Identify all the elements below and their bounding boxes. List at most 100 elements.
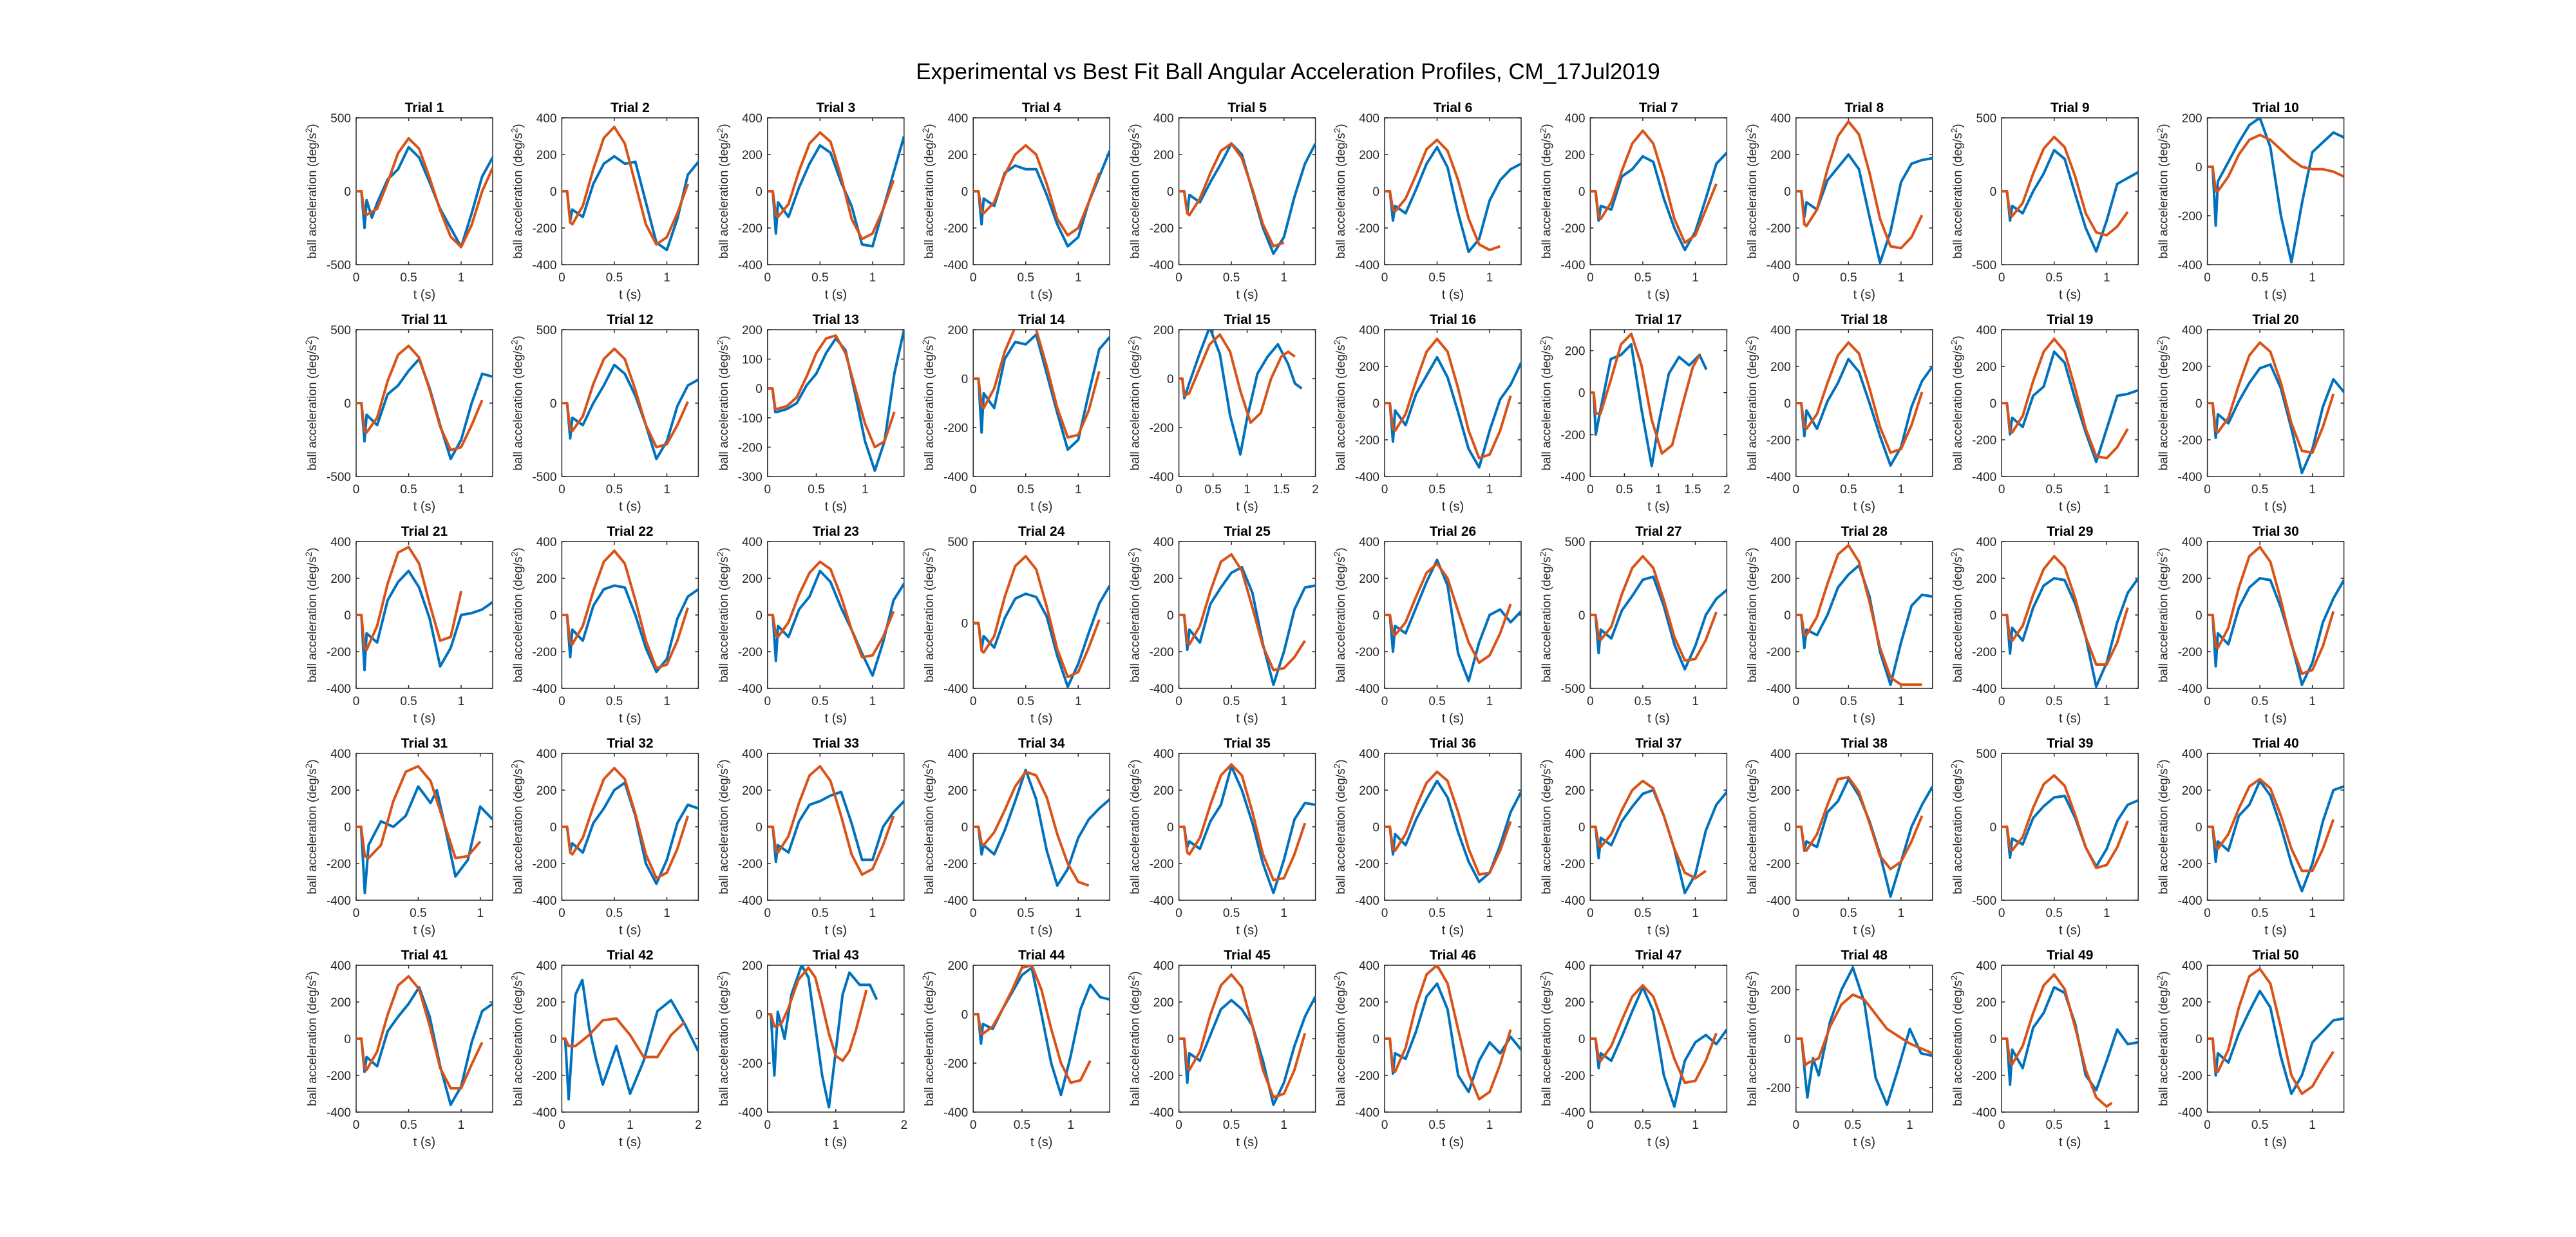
y-axis-label: ball acceleration (deg/s2) (1126, 759, 1142, 894)
axes-box (1589, 753, 1728, 901)
y-tick-label: -400 (1766, 471, 1791, 484)
x-tick-label: 1 (1906, 1119, 1913, 1132)
y-tick-label: -200 (1150, 646, 1174, 659)
subplot-trial-43: 0 1 2 -400 -200 0 200 Trial 43 t (s) ball acceler… (715, 948, 907, 1149)
axes-box (1589, 117, 1728, 265)
subplot-trial-20: 0 0.5 1 -400 -200 0 200 400 Trial 20 t (s) ball ac… (2155, 312, 2345, 514)
x-tick-label: 1 (1486, 695, 1493, 708)
y-tick-label: -200 (738, 222, 762, 236)
y-tick-label: 200 (2182, 996, 2202, 1010)
x-tick-label: 1 (2103, 695, 2110, 708)
subplot-trial-34: 0 0.5 1 -400 -200 0 200 400 Trial 34 t (s) ball ac… (920, 736, 1110, 938)
y-tick-label: -400 (1766, 259, 1791, 272)
y-tick-label: 400 (1770, 536, 1791, 549)
y-axis-label: ball acceleration (deg/s2) (715, 547, 731, 683)
x-tick-label: 0 (1381, 907, 1388, 920)
y-tick-label: 200 (1770, 361, 1791, 374)
y-tick-label: 400 (1359, 112, 1379, 126)
subplot-trial-7: 0 0.5 1 -400 -200 0 200 400 Trial 7 t (s) ball acc… (1537, 100, 1728, 302)
x-axis-label: t (s) (1647, 500, 1669, 514)
y-tick-label: 200 (536, 784, 557, 798)
experimental-line (2207, 577, 2344, 686)
axes-box (972, 541, 1110, 689)
axes-box (1178, 965, 1316, 1113)
subplot-title: Trial 2 (611, 100, 650, 115)
y-tick-label: -200 (2178, 210, 2202, 223)
y-axis-label: ball acceleration (deg/s2) (1743, 759, 1759, 894)
x-tick-label: 1 (1655, 483, 1662, 496)
x-tick-label: 2 (1312, 483, 1319, 496)
subplot-trial-2: 0 0.5 1 -400 -200 0 200 400 Trial 2 t (s) ball acc… (509, 100, 699, 302)
y-axis-label: ball acceleration (deg/s2) (303, 124, 319, 259)
x-tick-label: 0.5 (811, 271, 828, 285)
subplot-trial-44: 0 0.5 1 -400 -200 0 200 Trial 44 t (s) ball accel… (920, 948, 1110, 1149)
axes-box (767, 117, 905, 265)
y-tick-label: -200 (943, 858, 968, 871)
x-tick-label: 0.5 (1840, 695, 1857, 708)
best-fit-line (1795, 120, 1924, 250)
subplot-title: Trial 44 (1018, 948, 1065, 963)
y-axis-label: ball acceleration (deg/s2) (1743, 971, 1759, 1106)
y-tick-label: 0 (344, 185, 351, 199)
x-tick-label: 0 (1175, 695, 1182, 708)
experimental-line (1795, 966, 1933, 1106)
best-fit-line (1590, 984, 1718, 1084)
experimental-line (973, 768, 1110, 887)
x-tick-label: 1 (2309, 483, 2316, 496)
x-tick-label: 1 (1486, 271, 1493, 285)
best-fit-line (2207, 777, 2335, 873)
y-tick-label: 0 (755, 609, 762, 623)
x-tick-label: 0 (1587, 483, 1594, 496)
y-tick-label: 0 (1167, 1033, 1174, 1046)
x-tick-label: 0.5 (1844, 1119, 1861, 1132)
best-fit-line (356, 137, 493, 249)
y-tick-label: -500 (1560, 683, 1585, 696)
y-tick-label: 400 (742, 112, 762, 126)
y-axis-label: ball acceleration (deg/s2) (303, 971, 319, 1106)
y-tick-label: -200 (1560, 222, 1585, 236)
y-tick-label: -200 (1766, 1082, 1791, 1095)
subplot-title: Trial 7 (1639, 100, 1678, 115)
x-tick-label: 0.5 (2251, 907, 2268, 920)
y-tick-label: 400 (1153, 748, 1174, 761)
x-tick-label: 0 (1587, 695, 1594, 708)
best-fit-line (562, 347, 689, 449)
y-tick-label: -200 (1150, 1070, 1174, 1083)
y-tick-label: -200 (532, 222, 556, 236)
y-tick-label: 200 (2182, 784, 2202, 798)
best-fit-line (767, 765, 895, 876)
best-fit-line (2207, 967, 2334, 1095)
best-fit-line (1795, 543, 1922, 686)
y-axis-label: ball acceleration (deg/s2) (1537, 547, 1553, 683)
x-tick-label: 0 (1998, 1119, 2005, 1132)
x-axis-label: t (s) (1853, 500, 1875, 514)
y-tick-label: -200 (1355, 1070, 1379, 1083)
y-tick-label: 0 (344, 821, 351, 835)
best-fit-line (2002, 135, 2129, 237)
y-tick-label: 400 (1976, 959, 1996, 973)
x-tick-label: 0 (558, 695, 565, 708)
y-tick-label: 200 (742, 784, 762, 798)
y-tick-label: 0 (1578, 1033, 1586, 1046)
y-tick-label: -500 (532, 471, 556, 484)
x-tick-label: 1 (458, 1119, 465, 1132)
subplot-trial-48: 0 0.5 1 -200 0 200 Trial 48 t (s) ball accelerat… (1743, 948, 1933, 1149)
x-axis-label: t (s) (2059, 923, 2081, 938)
y-tick-label: -200 (1766, 222, 1791, 236)
subplot-trial-21: 0 0.5 1 -400 -200 0 200 400 Trial 21 t (s) ball ac… (303, 524, 493, 726)
x-tick-label: 0.5 (400, 271, 417, 285)
best-fit-line (2207, 545, 2335, 675)
x-axis-label: t (s) (1236, 288, 1258, 302)
y-tick-label: 200 (536, 996, 557, 1010)
subplot-title: Trial 33 (813, 736, 859, 751)
y-tick-label: 0 (1167, 373, 1174, 386)
x-axis-label: t (s) (1442, 923, 1464, 938)
x-axis-label: t (s) (2059, 288, 2081, 302)
y-tick-label: 200 (1153, 149, 1174, 162)
subplot-title: Trial 6 (1434, 100, 1473, 115)
best-fit-line (1795, 776, 1924, 871)
y-tick-label: -200 (2178, 646, 2202, 659)
y-axis-label: ball acceleration (deg/s2) (2155, 335, 2171, 471)
